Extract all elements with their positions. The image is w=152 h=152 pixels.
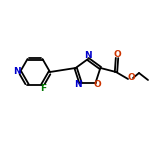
Text: O: O — [113, 50, 121, 59]
Text: N: N — [74, 80, 82, 89]
Text: F: F — [40, 85, 47, 93]
Text: O: O — [94, 80, 102, 89]
Text: N: N — [84, 51, 92, 60]
Text: N: N — [13, 67, 21, 76]
Text: O: O — [127, 74, 135, 83]
